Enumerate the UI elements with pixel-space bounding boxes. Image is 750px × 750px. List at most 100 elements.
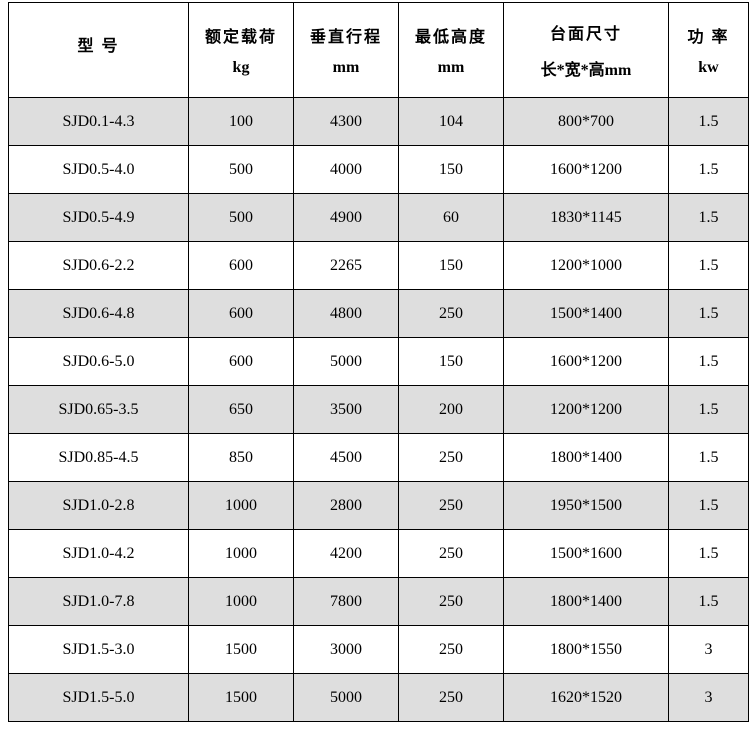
col-header-model: 型 号 <box>9 3 189 98</box>
cell-power: 1.5 <box>669 434 749 482</box>
cell-minheight: 250 <box>399 626 504 674</box>
cell-minheight: 104 <box>399 98 504 146</box>
cell-minheight: 200 <box>399 386 504 434</box>
cell-travel: 4800 <box>294 290 399 338</box>
cell-power: 1.5 <box>669 242 749 290</box>
cell-dims: 1800*1550 <box>504 626 669 674</box>
cell-power: 1.5 <box>669 98 749 146</box>
cell-load: 1500 <box>189 626 294 674</box>
col-header-travel: 垂直行程 mm <box>294 3 399 98</box>
table-row: SJD0.6-2.2 600 2265 150 1200*1000 1.5 <box>9 242 749 290</box>
spec-table: 型 号 额定载荷 kg 垂直行程 mm 最低高度 mm 台面尺寸 长*宽 <box>8 2 749 722</box>
cell-minheight: 250 <box>399 530 504 578</box>
cell-power: 1.5 <box>669 146 749 194</box>
col-header-minheight: 最低高度 mm <box>399 3 504 98</box>
cell-model: SJD0.65-3.5 <box>9 386 189 434</box>
col-header-unit: mm <box>294 59 398 77</box>
header-row: 型 号 额定载荷 kg 垂直行程 mm 最低高度 mm 台面尺寸 长*宽 <box>9 3 749 98</box>
cell-load: 100 <box>189 98 294 146</box>
cell-model: SJD1.0-7.8 <box>9 578 189 626</box>
table-row: SJD0.85-4.5 850 4500 250 1800*1400 1.5 <box>9 434 749 482</box>
cell-dims: 1800*1400 <box>504 578 669 626</box>
table-row: SJD0.6-5.0 600 5000 150 1600*1200 1.5 <box>9 338 749 386</box>
table-row: SJD1.0-4.2 1000 4200 250 1500*1600 1.5 <box>9 530 749 578</box>
col-header-unit: mm <box>399 59 503 77</box>
cell-power: 1.5 <box>669 482 749 530</box>
cell-dims: 1200*1000 <box>504 242 669 290</box>
cell-load: 500 <box>189 146 294 194</box>
col-header-unit: kw <box>669 59 748 77</box>
cell-travel: 2265 <box>294 242 399 290</box>
cell-minheight: 150 <box>399 338 504 386</box>
table-body: SJD0.1-4.3 100 4300 104 800*700 1.5 SJD0… <box>9 98 749 722</box>
col-header-main: 台面尺寸 <box>504 20 668 44</box>
table-row: SJD0.65-3.5 650 3500 200 1200*1200 1.5 <box>9 386 749 434</box>
cell-model: SJD0.85-4.5 <box>9 434 189 482</box>
col-header-main: 功 率 <box>669 23 748 47</box>
cell-model: SJD1.0-2.8 <box>9 482 189 530</box>
cell-dims: 1950*1500 <box>504 482 669 530</box>
cell-travel: 3000 <box>294 626 399 674</box>
cell-power: 1.5 <box>669 530 749 578</box>
table-row: SJD1.0-7.8 1000 7800 250 1800*1400 1.5 <box>9 578 749 626</box>
cell-model: SJD1.5-3.0 <box>9 626 189 674</box>
col-header-main: 垂直行程 <box>294 23 398 47</box>
cell-dims: 1600*1200 <box>504 338 669 386</box>
cell-model: SJD0.1-4.3 <box>9 98 189 146</box>
cell-power: 1.5 <box>669 194 749 242</box>
cell-load: 600 <box>189 338 294 386</box>
cell-travel: 5000 <box>294 338 399 386</box>
cell-minheight: 250 <box>399 482 504 530</box>
cell-dims: 1500*1400 <box>504 290 669 338</box>
cell-model: SJD0.6-2.2 <box>9 242 189 290</box>
cell-power: 3 <box>669 674 749 722</box>
cell-travel: 4200 <box>294 530 399 578</box>
cell-power: 1.5 <box>669 338 749 386</box>
table-container: 型 号 额定载荷 kg 垂直行程 mm 最低高度 mm 台面尺寸 长*宽 <box>0 0 750 722</box>
cell-load: 850 <box>189 434 294 482</box>
cell-minheight: 60 <box>399 194 504 242</box>
col-header-main: 型 号 <box>9 32 188 56</box>
cell-travel: 4900 <box>294 194 399 242</box>
cell-minheight: 250 <box>399 578 504 626</box>
col-header-main: 最低高度 <box>399 23 503 47</box>
cell-dims: 1200*1200 <box>504 386 669 434</box>
cell-load: 1000 <box>189 530 294 578</box>
cell-travel: 7800 <box>294 578 399 626</box>
cell-minheight: 250 <box>399 674 504 722</box>
cell-dims: 1830*1145 <box>504 194 669 242</box>
col-header-dims: 台面尺寸 长*宽*高mm <box>504 3 669 98</box>
cell-model: SJD0.6-4.8 <box>9 290 189 338</box>
cell-power: 1.5 <box>669 578 749 626</box>
cell-model: SJD0.5-4.9 <box>9 194 189 242</box>
col-header-main: 额定载荷 <box>189 23 293 47</box>
cell-dims: 800*700 <box>504 98 669 146</box>
table-row: SJD0.5-4.0 500 4000 150 1600*1200 1.5 <box>9 146 749 194</box>
cell-minheight: 250 <box>399 434 504 482</box>
cell-load: 650 <box>189 386 294 434</box>
cell-dims: 1800*1400 <box>504 434 669 482</box>
col-header-unit: kg <box>189 59 293 77</box>
table-row: SJD1.5-5.0 1500 5000 250 1620*1520 3 <box>9 674 749 722</box>
cell-power: 1.5 <box>669 290 749 338</box>
cell-minheight: 150 <box>399 242 504 290</box>
table-row: SJD1.5-3.0 1500 3000 250 1800*1550 3 <box>9 626 749 674</box>
cell-model: SJD0.5-4.0 <box>9 146 189 194</box>
cell-travel: 4000 <box>294 146 399 194</box>
table-row: SJD0.1-4.3 100 4300 104 800*700 1.5 <box>9 98 749 146</box>
cell-load: 500 <box>189 194 294 242</box>
table-row: SJD0.6-4.8 600 4800 250 1500*1400 1.5 <box>9 290 749 338</box>
cell-travel: 3500 <box>294 386 399 434</box>
col-header-load: 额定载荷 kg <box>189 3 294 98</box>
col-header-power: 功 率 kw <box>669 3 749 98</box>
cell-load: 600 <box>189 290 294 338</box>
cell-power: 3 <box>669 626 749 674</box>
table-row: SJD0.5-4.9 500 4900 60 1830*1145 1.5 <box>9 194 749 242</box>
cell-travel: 4300 <box>294 98 399 146</box>
cell-load: 1000 <box>189 482 294 530</box>
table-row: SJD1.0-2.8 1000 2800 250 1950*1500 1.5 <box>9 482 749 530</box>
cell-travel: 5000 <box>294 674 399 722</box>
cell-power: 1.5 <box>669 386 749 434</box>
cell-travel: 4500 <box>294 434 399 482</box>
cell-dims: 1600*1200 <box>504 146 669 194</box>
